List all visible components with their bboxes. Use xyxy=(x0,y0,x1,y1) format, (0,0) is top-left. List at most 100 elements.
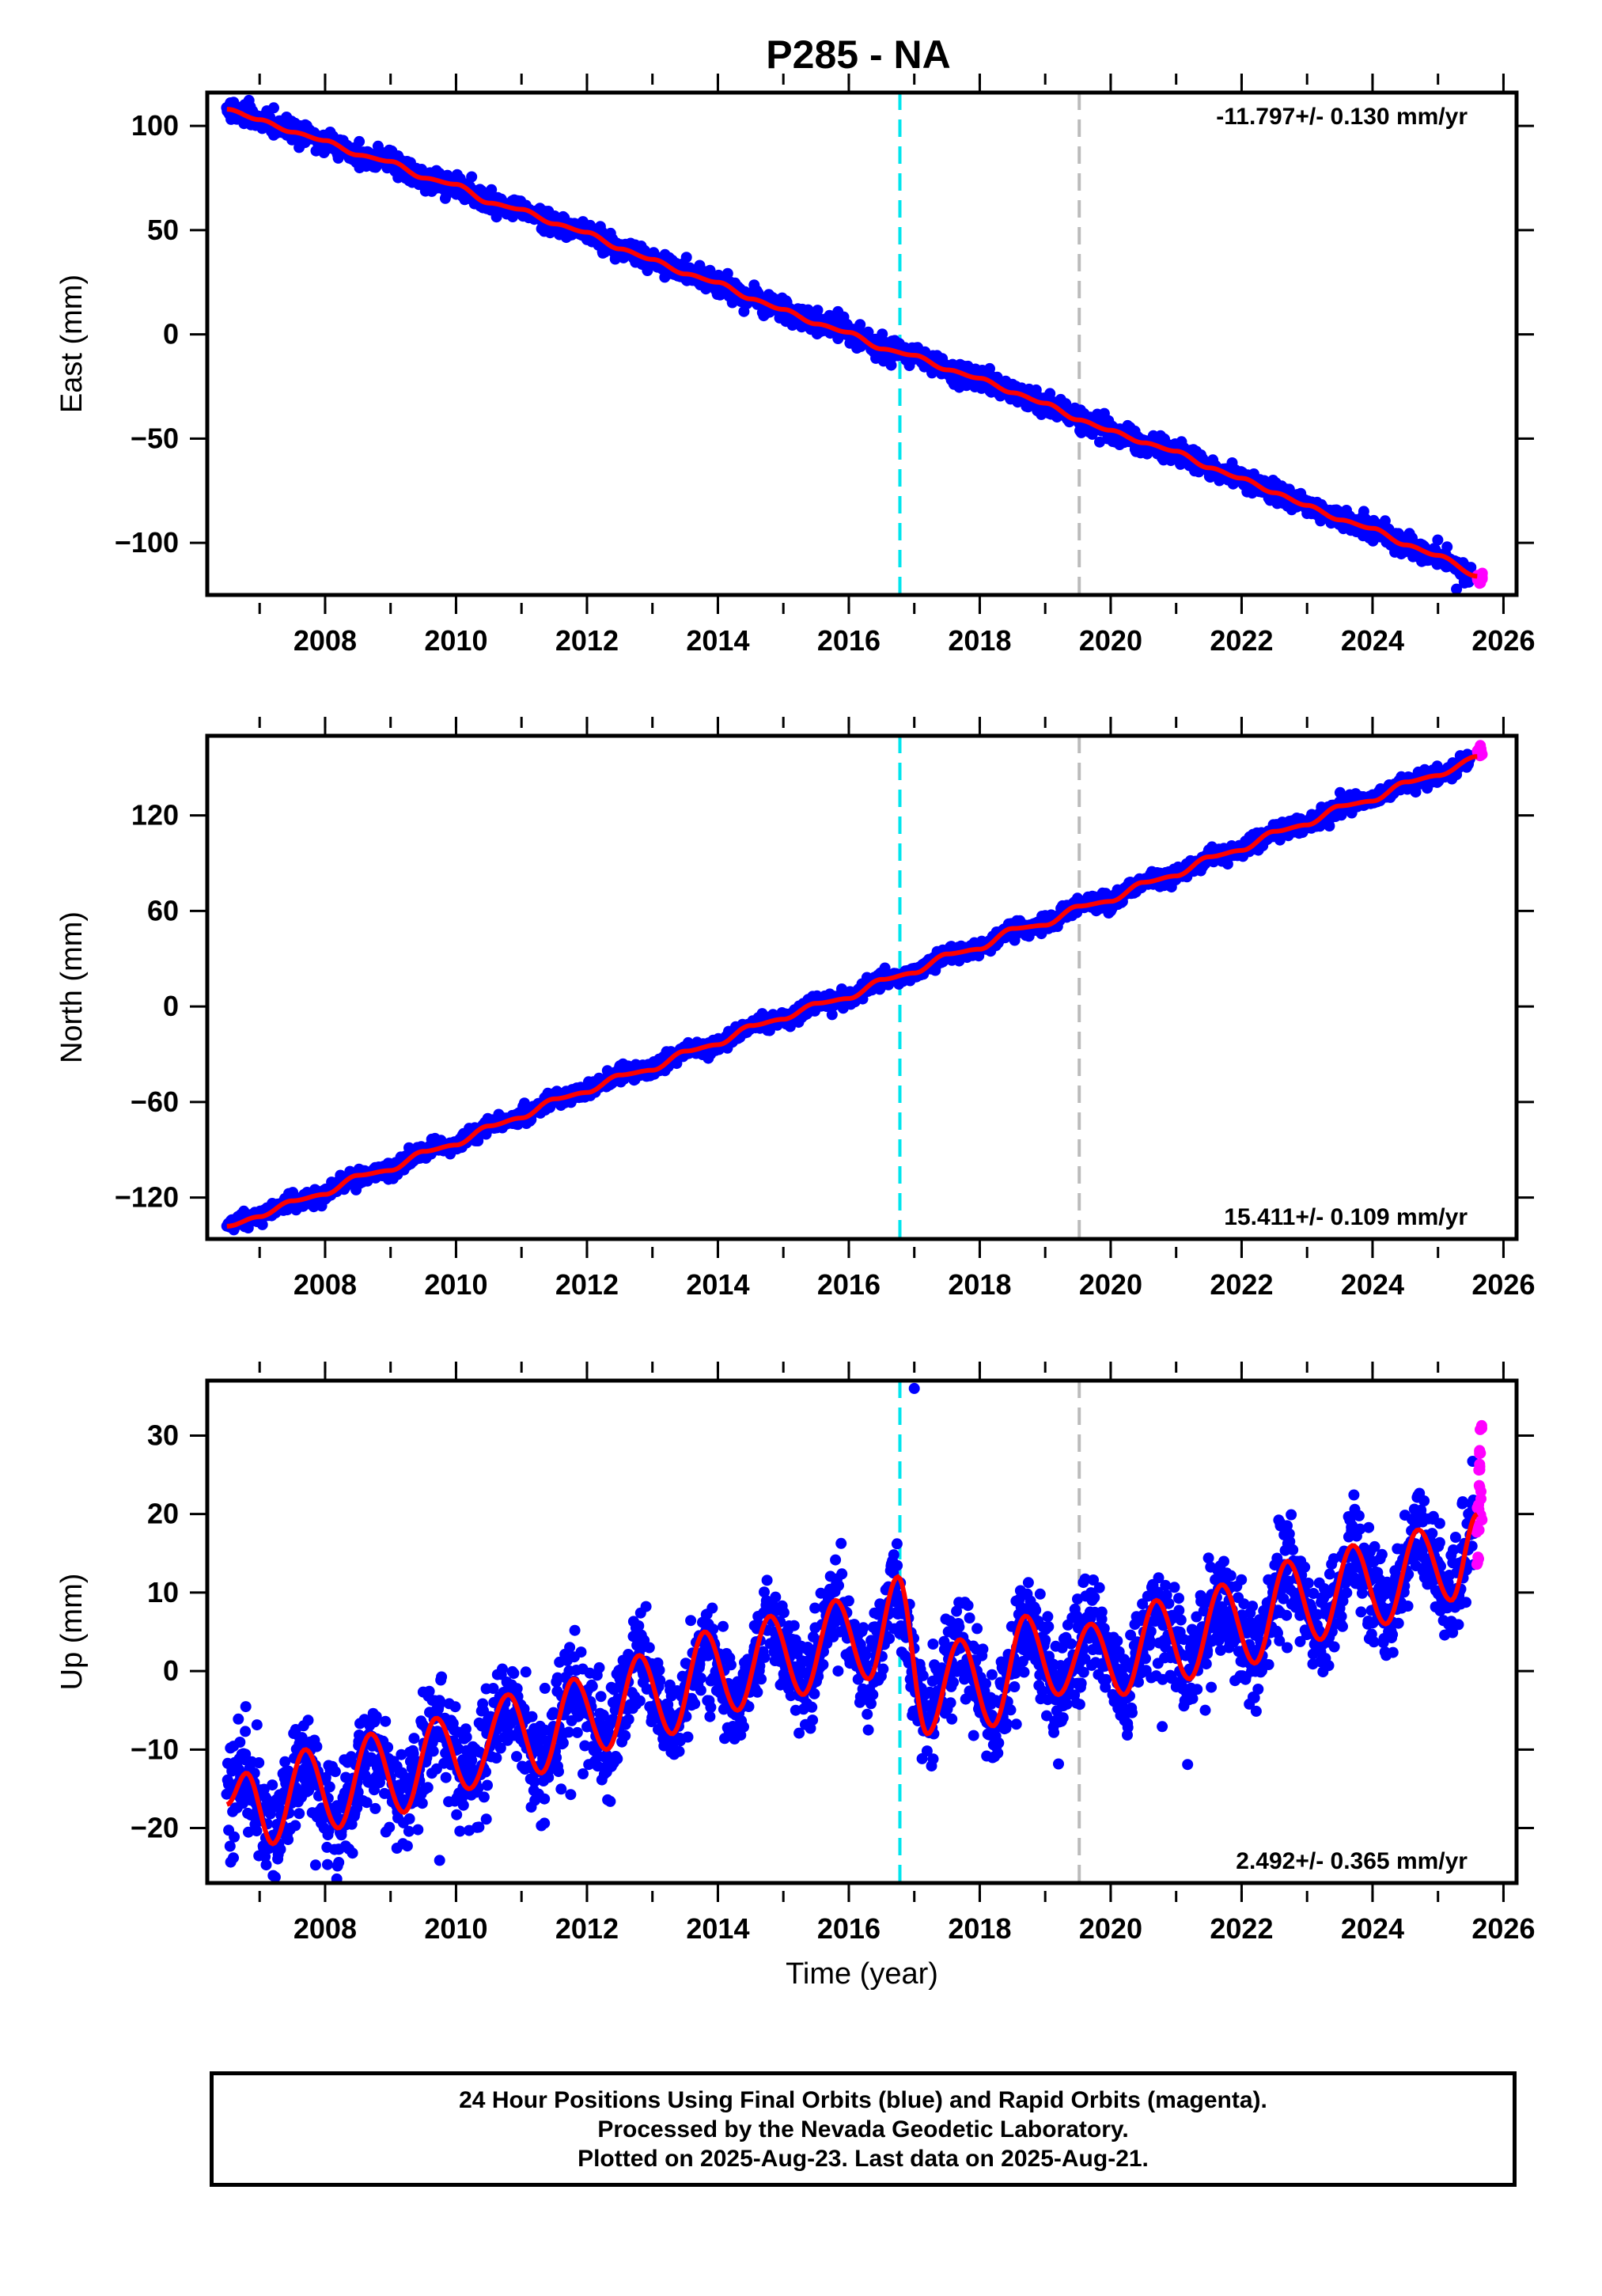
y-tick-label: −100 xyxy=(115,526,179,559)
final-orbit-point xyxy=(309,1859,321,1871)
final-orbit-point xyxy=(466,171,478,183)
y-axis-label: East (mm) xyxy=(55,275,89,413)
final-orbit-point xyxy=(228,1852,239,1864)
final-orbit-point xyxy=(240,1701,252,1713)
final-orbit-point xyxy=(370,1711,382,1722)
x-tick-label: 2010 xyxy=(424,1268,487,1301)
final-orbit-point xyxy=(351,1802,363,1814)
final-orbit-point xyxy=(812,305,824,316)
final-orbit-point xyxy=(268,102,279,114)
x-tick-label: 2014 xyxy=(686,624,749,657)
rapid-orbit-point xyxy=(1475,748,1486,760)
final-orbit-point xyxy=(322,1858,333,1870)
panel-frame xyxy=(205,733,1519,1241)
final-orbit-point xyxy=(347,1847,358,1859)
final-orbit-point xyxy=(1221,858,1233,870)
y-tick-label: 50 xyxy=(147,214,179,246)
final-orbit-point xyxy=(826,1009,838,1021)
x-tick-label: 2022 xyxy=(1210,1268,1273,1301)
final-orbit-point xyxy=(302,1714,314,1726)
x-tick-label: 2022 xyxy=(1210,624,1273,657)
final-orbit-point xyxy=(240,1726,252,1737)
x-tick-label: 2014 xyxy=(686,1268,749,1301)
final-orbit-point xyxy=(311,1741,323,1752)
rate-label: -11.797+/- 0.130 mm/yr xyxy=(1216,104,1468,130)
final-orbit-point xyxy=(352,1786,364,1798)
final-orbit-point xyxy=(329,1766,341,1778)
final-orbit-point xyxy=(354,135,365,147)
final-orbit-point xyxy=(290,1820,301,1832)
final-orbit-point xyxy=(1379,515,1391,527)
final-orbit-point xyxy=(234,1737,246,1748)
x-tick-label: 2024 xyxy=(1341,624,1404,657)
x-tick-label: 2008 xyxy=(294,1268,357,1301)
panel-up: 2008 2010 2012 2014 2016 2018 2020 2022 2024 2026… xyxy=(55,1362,1535,1991)
final-orbit-point xyxy=(862,326,874,338)
y-tick-label: 60 xyxy=(147,894,179,926)
rapid-orbits-points xyxy=(1471,740,1488,762)
final-orbit-point xyxy=(854,319,866,331)
final-orbit-point xyxy=(282,1765,294,1777)
y-tick-label: −60 xyxy=(131,1085,179,1118)
chart-title: P285 - NA xyxy=(766,32,951,77)
final-orbit-point xyxy=(1465,562,1477,574)
final-orbit-point xyxy=(279,1756,291,1767)
final-orbit-point xyxy=(221,1788,233,1800)
y-tick-label: −120 xyxy=(115,1181,179,1214)
x-tick-label: 2024 xyxy=(1341,1268,1404,1301)
x-tick-label: 2016 xyxy=(817,624,881,657)
final-orbit-point xyxy=(384,1821,396,1833)
final-orbit-point xyxy=(335,1829,347,1841)
final-orbit-point xyxy=(1441,541,1453,553)
model-fit-line xyxy=(226,754,1478,1229)
final-orbit-point xyxy=(331,1873,343,1883)
rate-label: 15.411+/- 0.109 mm/yr xyxy=(1224,1204,1468,1230)
x-tick-label: 2020 xyxy=(1079,1268,1142,1301)
final-orbit-point xyxy=(1432,534,1444,546)
panel-east: 2008 2010 2012 2014 2016 2018 2020 2022 2024 2026… xyxy=(55,74,1535,657)
final-orbit-point xyxy=(260,1859,272,1871)
y-tick-label: 0 xyxy=(163,318,179,350)
final-orbit-point xyxy=(1451,583,1463,595)
panel-north: 2008 2010 2012 2014 2016 2018 2020 2022 2024 2026… xyxy=(55,717,1535,1301)
final-orbits-points xyxy=(221,1456,1480,1883)
x-tick-label: 2010 xyxy=(424,624,487,657)
final-orbit-point xyxy=(240,1749,252,1760)
final-orbit-point xyxy=(253,1757,265,1768)
rapid-orbit-point xyxy=(1476,567,1488,579)
final-orbit-point xyxy=(382,1741,394,1753)
final-orbit-point xyxy=(224,1840,236,1852)
y-tick-label: −50 xyxy=(131,422,179,454)
final-orbit-point xyxy=(324,1781,335,1793)
plot-area xyxy=(221,736,1488,1239)
final-orbit-point xyxy=(269,1871,281,1883)
rapid-orbit-point xyxy=(1475,576,1486,587)
y-axis-label: North (mm) xyxy=(55,911,89,1063)
final-orbit-point xyxy=(267,1779,278,1791)
y-tick-label: 120 xyxy=(131,799,179,832)
final-orbit-point xyxy=(345,1751,357,1763)
final-orbit-point xyxy=(294,1808,305,1820)
x-tick-label: 2026 xyxy=(1471,624,1535,657)
final-orbit-point xyxy=(229,1831,240,1843)
plot-area xyxy=(221,93,1488,595)
gps-timeseries-chart: 2008 2010 2012 2014 2016 2018 2020 2022 2024 2026… xyxy=(55,74,1535,1991)
x-tick-label: 2012 xyxy=(555,624,619,657)
plot-area xyxy=(221,1381,1488,1883)
final-orbit-point xyxy=(251,1825,263,1837)
final-orbit-point xyxy=(243,1826,254,1838)
final-orbits-points xyxy=(221,748,1476,1236)
final-orbit-point xyxy=(333,1857,345,1868)
final-orbit-point xyxy=(282,1834,294,1846)
final-orbit-point xyxy=(369,1802,381,1814)
final-orbit-point xyxy=(380,1715,392,1727)
final-orbit-point xyxy=(233,1713,244,1725)
x-tick-label: 2020 xyxy=(1079,624,1142,657)
model-fit-line xyxy=(226,107,1478,579)
x-tick-label: 2018 xyxy=(948,1268,1011,1301)
final-orbit-point xyxy=(680,252,692,263)
panel-frame xyxy=(205,90,1519,597)
final-orbit-point xyxy=(303,1785,315,1797)
final-orbit-point xyxy=(296,1732,308,1744)
x-tick-label: 2016 xyxy=(817,1268,881,1301)
